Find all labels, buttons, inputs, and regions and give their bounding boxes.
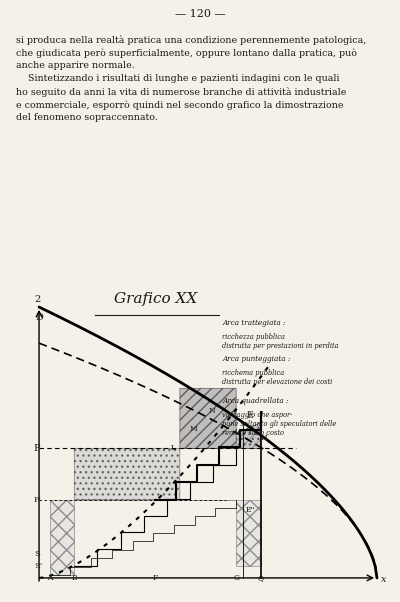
Text: — 120 —: — 120 — [175,8,225,19]
Text: Arca punteggiata :: Arca punteggiata : [222,355,290,363]
Text: x: x [380,575,386,584]
Text: H: H [261,435,268,442]
Text: G: G [233,574,239,583]
Text: E: E [247,411,253,420]
Polygon shape [50,500,261,575]
Text: P': P' [34,495,42,504]
Text: Arca trattegiata :: Arca trattegiata : [222,319,286,327]
Text: Grafico XX: Grafico XX [114,292,197,306]
Text: 2: 2 [34,295,40,304]
Text: N: N [208,408,215,415]
Text: A: A [47,574,52,583]
Text: M: M [190,426,198,433]
Polygon shape [180,388,261,448]
Text: Arca quadrellata :: Arca quadrellata : [222,397,288,405]
Text: S: S [34,550,40,558]
Text: ricchema pubblica
distrutta per elevazione dei costi: ricchema pubblica distrutta per elevazio… [222,368,332,386]
Text: L: L [170,444,175,452]
Text: si produca nella realtà pratica una condizione perennemente patologica,
che giud: si produca nella realtà pratica una cond… [16,35,366,122]
Text: S': S' [34,562,42,570]
Text: vantaggio che aspor-
pone soltanto gli speculatori delle
rendite sullo costo: vantaggio che aspor- pone soltanto gli s… [222,411,336,437]
Text: F: F [152,574,158,583]
Text: Q: Q [258,574,264,583]
Text: ricchezza pubblica
distrutta per prestazioni in perdita: ricchezza pubblica distrutta per prestaz… [222,332,339,350]
Text: E'': E'' [245,506,255,514]
Text: B: B [72,574,77,583]
Text: P: P [34,444,40,453]
Polygon shape [74,423,261,500]
Text: D: D [36,313,44,322]
